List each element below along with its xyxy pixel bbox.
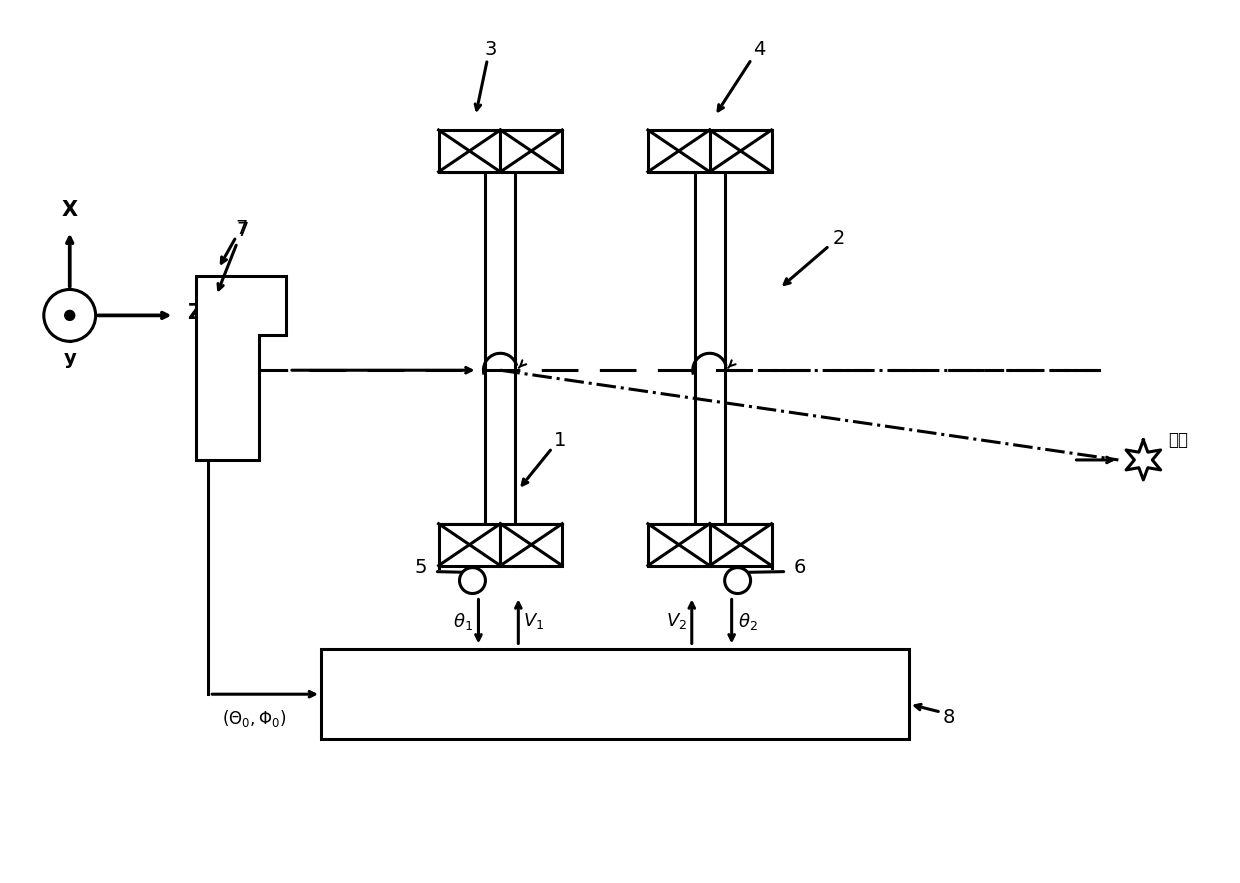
Text: $\theta_2$: $\theta_2$ [738, 611, 758, 632]
Text: 7: 7 [236, 221, 248, 240]
Bar [501, 524, 562, 566]
Text: y: y [63, 350, 76, 368]
Bar [439, 130, 501, 172]
Circle shape [43, 290, 95, 342]
Text: $\theta_1$: $\theta_1$ [453, 611, 472, 632]
Polygon shape [196, 275, 286, 460]
Circle shape [460, 568, 485, 593]
Text: 3: 3 [485, 40, 496, 59]
Bar [649, 524, 709, 566]
Text: 4: 4 [754, 40, 766, 59]
Bar [709, 524, 771, 566]
Text: 2: 2 [833, 230, 846, 248]
Circle shape [64, 311, 74, 321]
Text: 5: 5 [414, 558, 427, 577]
Text: 8: 8 [942, 707, 955, 727]
Text: $V_1$: $V_1$ [523, 611, 544, 631]
Text: X: X [62, 200, 78, 220]
Text: 1: 1 [554, 431, 567, 449]
Circle shape [724, 568, 750, 593]
Bar [501, 130, 562, 172]
Text: $(\Theta_0, \Phi_0)$: $(\Theta_0, \Phi_0)$ [222, 708, 286, 729]
Bar [709, 130, 771, 172]
Text: Z: Z [187, 304, 202, 323]
Bar [649, 130, 709, 172]
Text: 6: 6 [794, 558, 806, 577]
Text: 目标: 目标 [1168, 431, 1188, 449]
Bar [321, 649, 909, 739]
Text: 7: 7 [236, 219, 248, 238]
Bar [439, 524, 501, 566]
Text: $V_2$: $V_2$ [666, 611, 687, 631]
